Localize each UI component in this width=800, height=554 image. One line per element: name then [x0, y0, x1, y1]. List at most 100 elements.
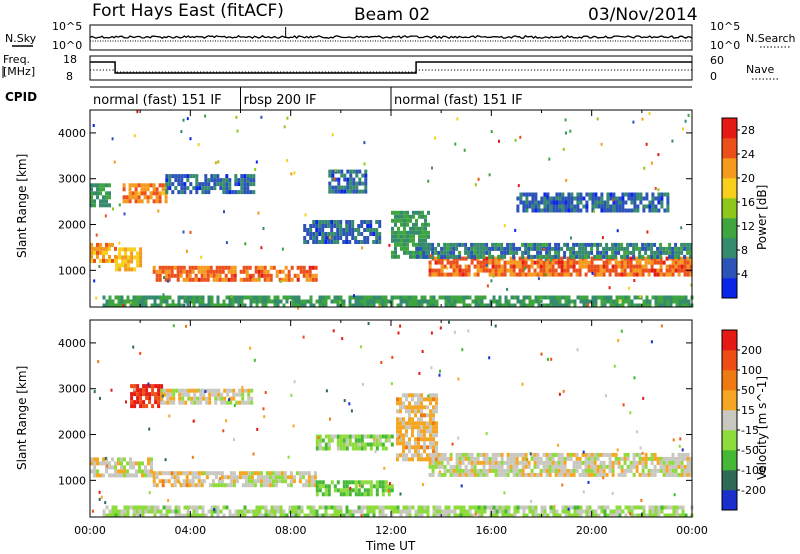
- echo-cell: [255, 513, 259, 518]
- echo-cell: [579, 513, 583, 518]
- echo-cell: [588, 196, 592, 201]
- echo-cell: [491, 468, 495, 473]
- echo-cell: [671, 268, 675, 273]
- echo-cell: [414, 405, 417, 410]
- speckle-cell: [569, 129, 572, 133]
- echo-cell: [417, 405, 420, 410]
- echo-cell: [352, 169, 356, 174]
- echo-cell: [202, 471, 206, 476]
- echo-cell: [587, 242, 591, 247]
- echo-cell: [124, 267, 128, 272]
- echo-cell: [554, 260, 558, 265]
- echo-cell: [606, 204, 610, 209]
- echo-cell: [180, 513, 184, 518]
- echo-cell: [241, 388, 245, 393]
- echo-cell: [336, 220, 340, 224]
- echo-cell: [539, 242, 543, 247]
- echo-cell: [455, 268, 459, 273]
- echo-cell: [145, 392, 149, 397]
- speckle-cell: [95, 296, 98, 300]
- echo-cell: [650, 456, 654, 461]
- echo-cell: [105, 242, 108, 247]
- echo-cell: [399, 509, 403, 514]
- echo-cell: [675, 513, 679, 518]
- echo-cell: [449, 260, 453, 265]
- echo-cell: [150, 469, 153, 474]
- echo-cell: [197, 265, 201, 270]
- echo-cell: [548, 464, 552, 469]
- echo-cell: [614, 272, 618, 277]
- echo-cell: [146, 199, 150, 204]
- echo-cell: [342, 434, 346, 439]
- echo-cell: [525, 295, 529, 300]
- echo-cell: [120, 295, 124, 300]
- echo-cell: [354, 295, 358, 300]
- echo-cell: [399, 409, 402, 414]
- echo-cell: [420, 433, 423, 438]
- echo-cell: [524, 256, 528, 261]
- echo-cell: [229, 400, 233, 405]
- speckle-cell: [546, 195, 549, 199]
- echo-cell: [680, 468, 684, 473]
- echo-cell: [591, 295, 595, 300]
- echo-cell: [134, 187, 138, 192]
- echo-cell: [423, 405, 426, 410]
- echo-cell: [321, 240, 325, 244]
- echo-cell: [572, 460, 576, 465]
- echo-cell: [155, 273, 159, 278]
- echo-cell: [132, 465, 135, 470]
- echo-cell: [219, 303, 223, 308]
- echo-cell: [369, 232, 373, 236]
- echo-cell: [435, 397, 438, 402]
- echo-cell: [192, 303, 196, 308]
- echo-cell: [531, 208, 535, 213]
- echo-cell: [470, 254, 474, 259]
- echo-cell: [418, 254, 421, 259]
- echo-cell: [122, 199, 126, 204]
- echo-cell: [427, 230, 430, 235]
- echo-cell: [432, 299, 436, 304]
- echo-cell: [467, 250, 471, 255]
- echo-cell: [209, 265, 213, 270]
- echo-cell: [494, 464, 498, 469]
- echo-cell: [477, 513, 481, 518]
- colorbar-tick-label: -200: [741, 484, 766, 497]
- echo-cell: [224, 265, 228, 270]
- echo-cell: [405, 409, 408, 414]
- echo-cell: [333, 295, 337, 300]
- echo-cell: [330, 236, 334, 240]
- echo-cell: [201, 513, 205, 518]
- echo-cell: [528, 204, 532, 209]
- colorbar-segment: [722, 118, 737, 139]
- echo-cell: [572, 268, 576, 273]
- echo-cell: [220, 471, 224, 476]
- echo-cell: [452, 254, 456, 259]
- echo-cell: [195, 295, 199, 300]
- echo-cell: [138, 299, 142, 304]
- echo-cell: [102, 461, 105, 466]
- echo-cell: [623, 264, 627, 269]
- speckle-cell: [642, 396, 645, 400]
- echo-cell: [241, 475, 245, 480]
- echo-cell: [480, 303, 484, 308]
- echo-cell: [121, 263, 125, 268]
- echo-cell: [627, 196, 631, 201]
- echo-cell: [217, 483, 221, 488]
- echo-cell: [405, 295, 409, 300]
- echo-cell: [164, 265, 168, 270]
- echo-cell: [99, 246, 102, 251]
- echo-cell: [263, 273, 267, 278]
- echo-cell: [674, 242, 678, 247]
- echo-cell: [205, 471, 209, 476]
- speckle-cell: [547, 357, 549, 361]
- echo-cell: [569, 472, 573, 477]
- echo-cell: [504, 295, 508, 300]
- echo-cell: [351, 480, 355, 485]
- echo-cell: [672, 299, 676, 304]
- echo-cell: [528, 505, 532, 510]
- echo-cell: [150, 473, 153, 478]
- echo-cell: [197, 471, 201, 476]
- echo-cell: [245, 269, 249, 274]
- echo-cell: [168, 303, 172, 308]
- echo-cell: [446, 246, 450, 251]
